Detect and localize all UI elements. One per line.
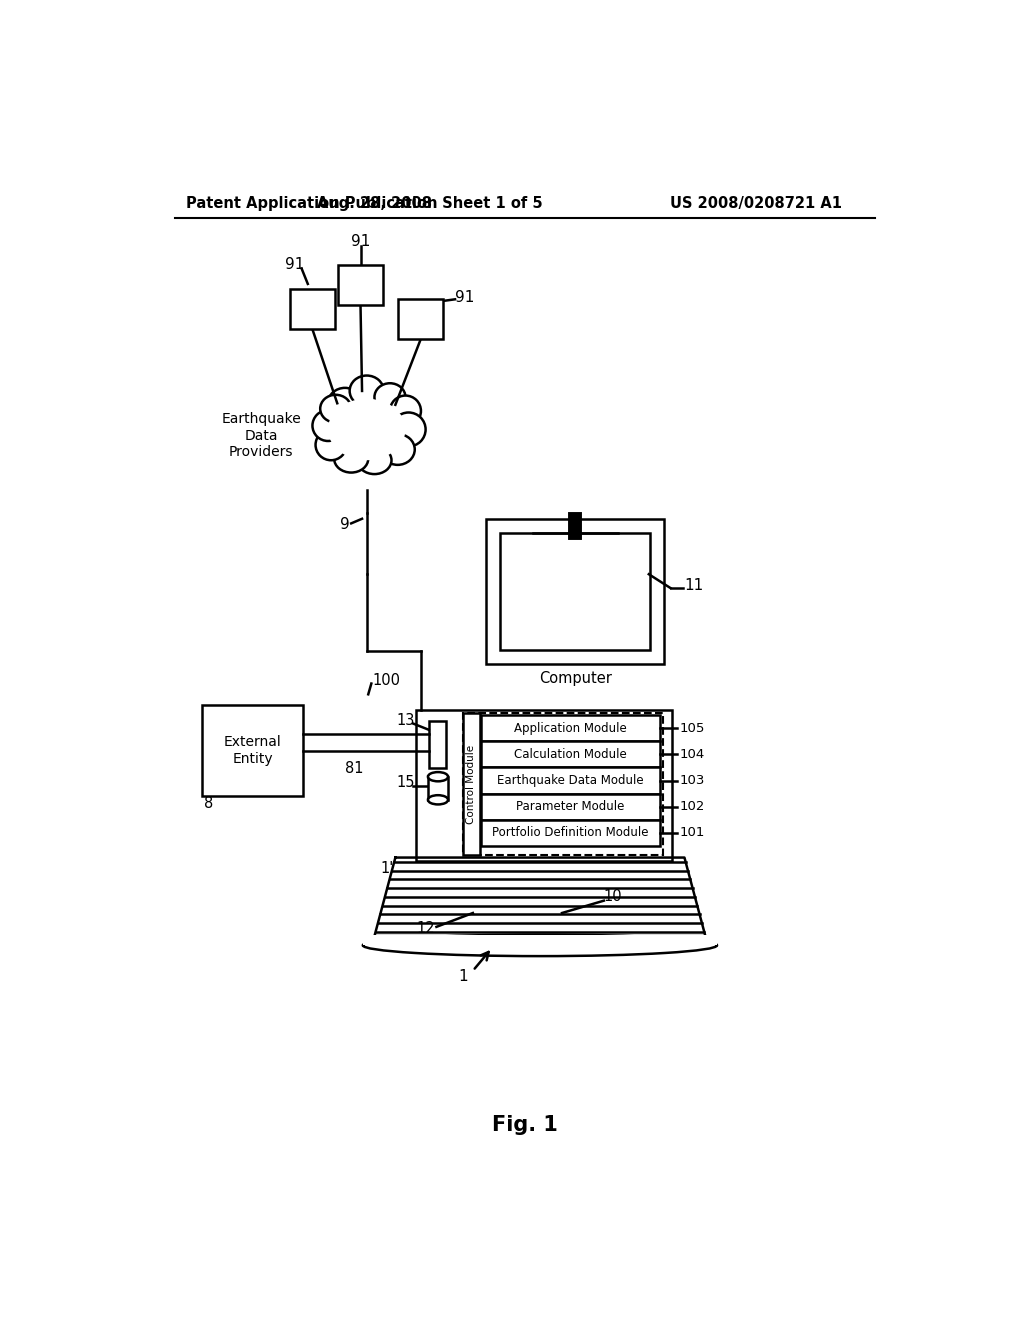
Ellipse shape: [390, 396, 421, 426]
Text: 8: 8: [204, 796, 213, 812]
Text: 13: 13: [396, 713, 415, 729]
Ellipse shape: [362, 935, 717, 956]
Text: Parameter Module: Parameter Module: [516, 800, 625, 813]
Text: 15: 15: [396, 775, 415, 789]
Bar: [428, 776, 449, 800]
Ellipse shape: [315, 429, 346, 461]
Ellipse shape: [381, 434, 415, 465]
Bar: [480, 742, 660, 767]
Text: 1': 1': [380, 861, 393, 876]
Text: Fig. 1: Fig. 1: [492, 1115, 558, 1135]
Bar: [480, 793, 660, 820]
Bar: [480, 767, 660, 793]
Text: 91: 91: [456, 289, 475, 305]
Bar: [362, 935, 717, 945]
Text: 10: 10: [604, 888, 623, 904]
Text: Earthquake Data Module: Earthquake Data Module: [498, 774, 644, 787]
Bar: [338, 264, 383, 305]
Text: Patent Application Publication: Patent Application Publication: [186, 195, 437, 211]
Text: 105: 105: [680, 722, 706, 735]
Text: 104: 104: [680, 748, 706, 760]
Text: Earthquake
Data
Providers: Earthquake Data Providers: [221, 412, 301, 459]
Bar: [500, 533, 650, 649]
Bar: [486, 519, 665, 664]
Bar: [463, 713, 663, 855]
Text: 100: 100: [373, 673, 401, 688]
Ellipse shape: [328, 399, 406, 461]
Ellipse shape: [375, 383, 406, 411]
Text: 101: 101: [680, 826, 706, 840]
Text: 12: 12: [417, 921, 435, 936]
Text: External
Entity: External Entity: [224, 735, 282, 766]
Text: 91: 91: [285, 257, 304, 272]
Bar: [398, 298, 443, 339]
Bar: [429, 721, 445, 768]
Ellipse shape: [323, 403, 412, 483]
Bar: [463, 713, 480, 855]
Text: 81: 81: [345, 760, 364, 776]
Text: Control Module: Control Module: [466, 744, 476, 824]
Text: Aug. 28, 2008  Sheet 1 of 5: Aug. 28, 2008 Sheet 1 of 5: [317, 195, 543, 211]
Ellipse shape: [312, 411, 343, 441]
Ellipse shape: [349, 376, 384, 407]
Text: 91: 91: [351, 234, 371, 249]
Text: 1: 1: [458, 969, 468, 983]
Bar: [290, 289, 335, 330]
Text: US 2008/0208721 A1: US 2008/0208721 A1: [671, 195, 843, 211]
Ellipse shape: [357, 446, 391, 474]
Text: 103: 103: [680, 774, 706, 787]
Ellipse shape: [334, 445, 369, 473]
Text: Portfolio Definition Module: Portfolio Definition Module: [493, 826, 649, 840]
Ellipse shape: [428, 795, 449, 804]
Ellipse shape: [428, 772, 449, 781]
Bar: [417, 710, 672, 861]
Ellipse shape: [321, 395, 351, 422]
Ellipse shape: [328, 388, 362, 418]
Text: 11: 11: [684, 578, 703, 593]
Bar: [203, 705, 303, 796]
Bar: [480, 820, 660, 846]
Text: 9: 9: [340, 517, 350, 532]
Text: Application Module: Application Module: [514, 722, 627, 735]
Bar: [480, 715, 660, 742]
Text: 102: 102: [680, 800, 706, 813]
Ellipse shape: [391, 412, 426, 446]
Text: Calculation Module: Calculation Module: [514, 748, 627, 760]
Text: Computer: Computer: [539, 671, 611, 686]
